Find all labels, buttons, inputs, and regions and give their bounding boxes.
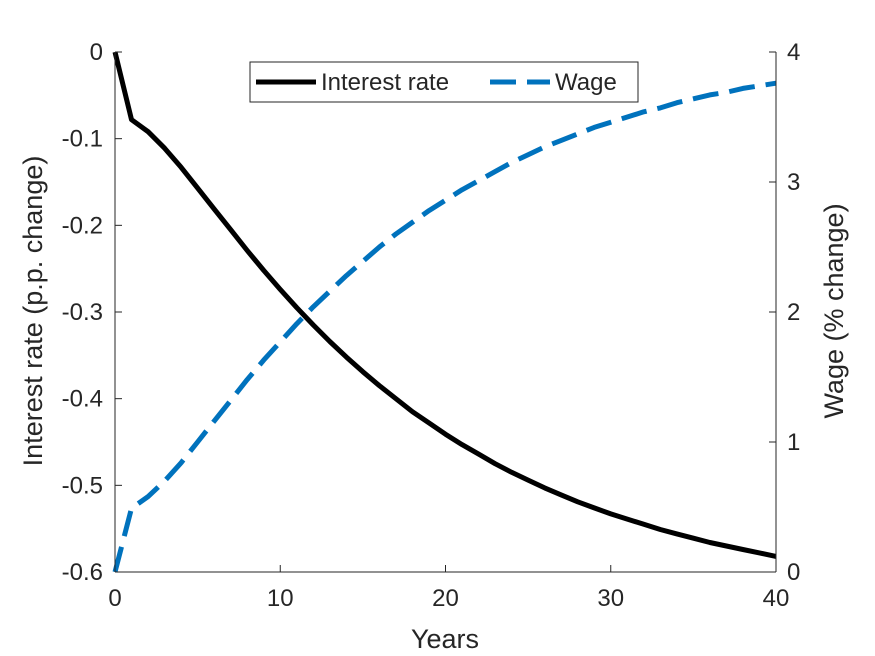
plot-background	[115, 52, 776, 572]
x-tick-label: 10	[267, 585, 294, 612]
x-tick-label: 40	[763, 585, 790, 612]
legend: Interest rate Wage	[249, 61, 639, 103]
y-left-tick-label: -0.6	[62, 559, 103, 586]
x-tick-label: 0	[108, 585, 121, 612]
legend-label-interest-rate: Interest rate	[321, 69, 449, 96]
y-right-tick-label: 1	[787, 429, 800, 456]
x-tick-label: 20	[432, 585, 459, 612]
series-line-interest-rate	[112, 51, 777, 559]
x-axis-title: Years	[411, 624, 479, 654]
y-left-tick-label: -0.1	[62, 126, 103, 153]
y-axis-left-title: Interest rate (p.p. change)	[18, 156, 48, 467]
x-tick-label: 30	[597, 585, 624, 612]
y-left-tick-label: -0.2	[62, 212, 103, 239]
y-right-tick-label: 2	[787, 299, 800, 326]
y-axis-right-title: Wage (% change)	[819, 203, 849, 418]
legend-label-wage: Wage	[555, 69, 617, 96]
y-left-tick-label: -0.3	[62, 299, 103, 326]
y-left-tick-label: -0.4	[62, 386, 103, 413]
y-right-tick-label: 4	[787, 39, 800, 66]
y-right-tick-label: 3	[787, 169, 800, 196]
y-left-tick-label: 0	[90, 39, 103, 66]
series-line-wage	[112, 80, 777, 573]
y-left-tick-label: -0.5	[62, 472, 103, 499]
y-right-tick-label: 0	[787, 559, 800, 586]
plot-area	[112, 51, 777, 573]
